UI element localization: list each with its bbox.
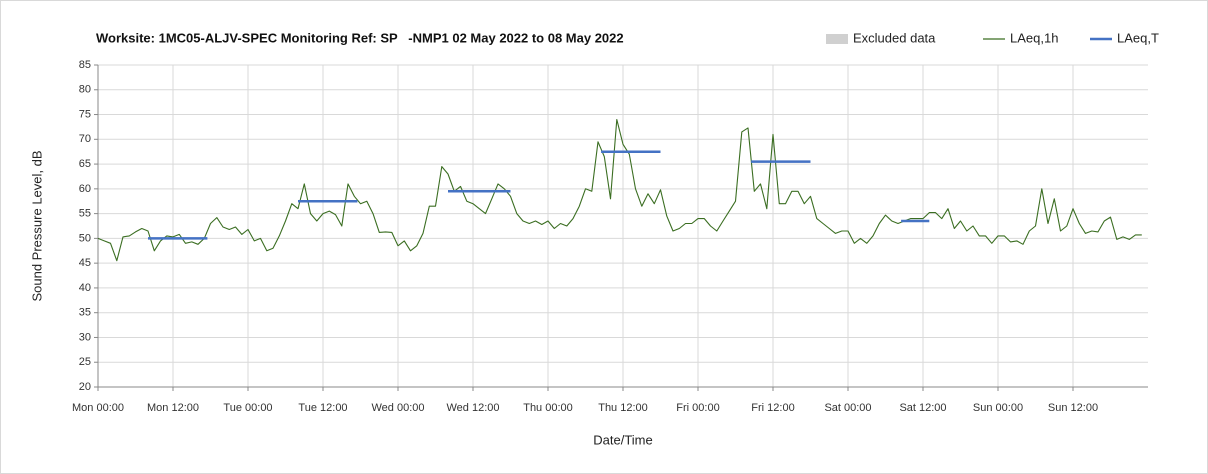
x-tick-label: Sun 00:00: [973, 402, 1023, 414]
y-tick-label: 65: [79, 158, 91, 170]
y-tick-label: 35: [79, 307, 91, 319]
y-tick-label: 25: [79, 356, 91, 368]
x-tick-label: Wed 00:00: [371, 402, 424, 414]
legend-swatch: [826, 34, 848, 44]
chart-title: Worksite: 1MC05-ALJV-SPEC Monitoring Ref…: [96, 30, 624, 45]
x-axis-title: Date/Time: [593, 432, 652, 447]
x-tick-label: Fri 00:00: [676, 402, 719, 414]
y-tick-label: 20: [79, 381, 91, 393]
x-tick-label: Fri 12:00: [751, 402, 794, 414]
legend-label: LAeq,T: [1117, 30, 1159, 45]
x-tick-label: Sat 00:00: [824, 402, 871, 414]
x-tick-label: Mon 12:00: [147, 402, 199, 414]
y-tick-label: 75: [79, 108, 91, 120]
y-tick-label: 50: [79, 232, 91, 244]
series-line: [97, 118, 1142, 262]
y-tick-label: 40: [79, 282, 91, 294]
x-tick-label: Tue 00:00: [223, 402, 272, 414]
x-tick-label: Thu 00:00: [523, 402, 573, 414]
x-tick-label: Wed 12:00: [446, 402, 499, 414]
y-tick-label: 55: [79, 208, 91, 220]
y-tick-label: 85: [79, 59, 91, 71]
x-tick-label: Mon 00:00: [72, 402, 124, 414]
x-tick-label: Tue 12:00: [298, 402, 347, 414]
y-tick-label: 70: [79, 133, 91, 145]
y-tick-label: 80: [79, 84, 91, 96]
x-tick-label: Thu 12:00: [598, 402, 648, 414]
y-tick-label: 60: [79, 183, 91, 195]
series-line: [148, 150, 930, 240]
legend-label: LAeq,1h: [1010, 30, 1058, 45]
y-tick-label: 30: [79, 331, 91, 343]
y-axis-title: Sound Pressure Level, dB: [29, 150, 44, 301]
x-tick-label: Sun 12:00: [1048, 402, 1098, 414]
x-tick-label: Sat 12:00: [899, 402, 946, 414]
legend-label: Excluded data: [853, 30, 936, 45]
y-tick-label: 45: [79, 257, 91, 269]
